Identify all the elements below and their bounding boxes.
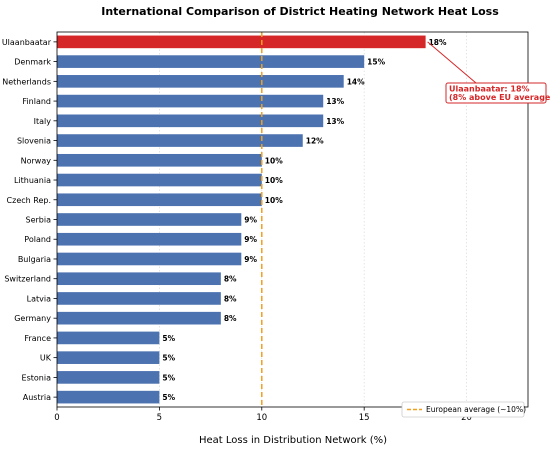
category-label: UK: [40, 354, 52, 363]
data-label: 5%: [162, 373, 175, 382]
x-tick-label: 0: [54, 413, 59, 423]
annotation: Ulaanbaatar: 18% (8% above EU average): [427, 41, 550, 104]
bar: [57, 75, 344, 88]
bar: [57, 311, 221, 325]
category-label: Austria: [23, 393, 51, 402]
data-label: 10%: [265, 196, 283, 205]
category-label: Germany: [14, 314, 51, 323]
data-label: 5%: [162, 354, 175, 363]
category-label: Serbia: [26, 216, 52, 225]
bar: [57, 252, 242, 266]
category-label: Norway: [21, 156, 52, 165]
legend-box: [401, 401, 525, 418]
bar: [57, 351, 160, 364]
data-label: 5%: [162, 334, 175, 343]
category-label: Poland: [24, 235, 51, 244]
category-label: Czech Rep.: [7, 196, 51, 205]
data-label: 8%: [224, 275, 237, 284]
x-tick-label: 20: [461, 413, 472, 423]
bar: [57, 272, 221, 286]
y-tick-labels: Ulaanbaatar Denmark Netherlands Finland Ital…: [2, 38, 57, 402]
x-tick-label: 15: [359, 413, 370, 423]
x-axis-label: Heat Loss in Distribution Network (%): [199, 435, 387, 446]
annotation-text-line-1: Ulaanbaatar: 18%: [449, 85, 530, 94]
bar: [57, 134, 303, 147]
category-label: Netherlands: [2, 77, 51, 86]
bar: [57, 213, 242, 226]
data-label: 10%: [265, 156, 283, 165]
data-label: 13%: [326, 117, 344, 126]
bars: [57, 35, 426, 404]
x-tick-label: 10: [256, 413, 267, 423]
data-label: 8%: [224, 294, 237, 303]
data-label: 8%: [224, 314, 237, 323]
category-label: Bulgaria: [18, 255, 51, 264]
bar: [57, 35, 426, 49]
legend-label: European average (~10%): [426, 405, 526, 414]
category-label: Lithuania: [14, 176, 51, 185]
data-label: 9%: [244, 255, 257, 264]
data-label: 5%: [162, 393, 175, 402]
category-label: Ulaanbaatar: [2, 38, 52, 47]
data-label: 10%: [265, 176, 283, 185]
category-label: Finland: [22, 97, 51, 106]
annotation-text-line-2: (8% above EU average): [449, 93, 550, 102]
bar: [57, 55, 365, 68]
category-label: Latvia: [27, 294, 51, 303]
category-label: Denmark: [14, 58, 51, 67]
category-label: Slovenia: [17, 137, 51, 146]
bar: [57, 153, 262, 167]
legend: European average (~10%): [401, 401, 526, 418]
bar: [57, 173, 262, 187]
category-label: France: [24, 334, 51, 343]
x-tick-label: 5: [157, 413, 162, 423]
data-label: 15%: [367, 58, 385, 67]
data-label: 9%: [244, 235, 257, 244]
chart-title: International Comparison of District Hea…: [101, 5, 499, 18]
bar: [57, 94, 324, 108]
category-label: Estonia: [22, 373, 52, 382]
bar: [57, 114, 324, 128]
data-label: 9%: [244, 216, 257, 225]
bar: [57, 292, 221, 305]
data-label: 12%: [306, 137, 324, 146]
bar: [57, 331, 160, 345]
data-label: 13%: [326, 97, 344, 106]
annotation-arrow: [427, 41, 477, 84]
category-label: Italy: [34, 117, 52, 126]
annotation-box: [445, 82, 547, 104]
data-label: 14%: [347, 77, 365, 86]
bar: [57, 232, 242, 246]
bar: [57, 193, 262, 207]
data-label: 18%: [429, 38, 447, 47]
bar: [57, 390, 160, 404]
category-label: Switzerland: [4, 275, 51, 284]
data-labels: 18% 15% 14% 13% 13% 12% 10% 10% 10% 9% 9% 9% 8% 8% 8% 5…: [162, 38, 447, 402]
bar: [57, 371, 160, 384]
